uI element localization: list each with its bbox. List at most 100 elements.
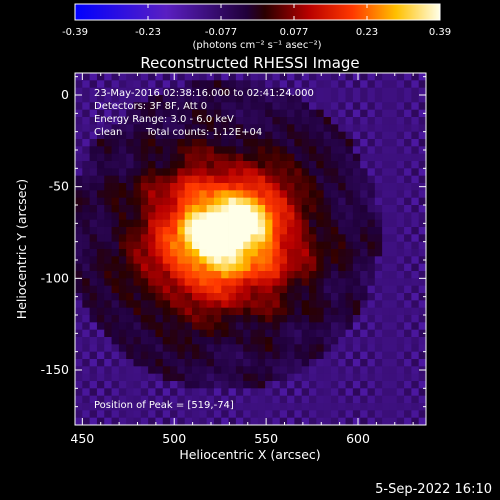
image-pixel (360, 175, 368, 184)
image-pixel (309, 403, 317, 411)
image-pixel (118, 278, 127, 287)
image-pixel (279, 102, 288, 111)
image-pixel (96, 168, 105, 177)
image-pixel (418, 168, 427, 177)
image-pixel (411, 351, 420, 360)
image-pixel (374, 95, 383, 103)
image-pixel (155, 197, 164, 206)
image-pixel (104, 219, 112, 228)
image-pixel (345, 219, 354, 228)
colorbar-tick-label: 0.077 (280, 27, 309, 38)
image-pixel (382, 337, 390, 345)
image-pixel (148, 102, 156, 111)
image-pixel (133, 256, 142, 265)
image-pixel (148, 241, 156, 250)
image-pixel (148, 87, 156, 96)
image-pixel (75, 322, 83, 331)
image-pixel (155, 285, 164, 294)
image-pixel (382, 417, 390, 426)
image-pixel (360, 388, 368, 397)
image-pixel (272, 80, 281, 89)
image-pixel (192, 124, 200, 133)
image-pixel (162, 278, 171, 287)
image-pixel (162, 271, 171, 279)
image-pixel (418, 95, 427, 103)
image-pixel (257, 351, 266, 360)
image-pixel (126, 212, 134, 221)
image-pixel (155, 263, 164, 272)
image-pixel (338, 168, 346, 177)
image-pixel (301, 366, 310, 375)
image-pixel (148, 249, 156, 257)
image-pixel (199, 249, 208, 257)
image-pixel (316, 351, 325, 360)
image-pixel (192, 234, 200, 243)
image-pixel (367, 175, 376, 184)
image-pixel (323, 183, 332, 191)
image-pixel (140, 87, 149, 96)
image-pixel (170, 256, 178, 265)
image-pixel (309, 109, 317, 118)
image-pixel (75, 381, 83, 389)
image-pixel (213, 131, 222, 140)
image-pixel (382, 315, 390, 323)
x-tick-label: 600 (346, 431, 370, 446)
image-pixel (243, 315, 251, 323)
image-pixel (221, 373, 229, 382)
image-pixel (418, 197, 427, 206)
image-pixel (367, 183, 376, 191)
image-pixel (345, 183, 354, 191)
image-pixel (338, 117, 346, 125)
image-pixel (301, 73, 310, 81)
image-pixel (367, 300, 376, 309)
image-pixel (330, 124, 339, 133)
image-pixel (243, 153, 251, 162)
image-pixel (111, 403, 120, 411)
image-pixel (243, 344, 251, 353)
image-pixel (367, 227, 376, 235)
image-pixel (206, 395, 215, 404)
image-pixel (75, 351, 83, 360)
image-pixel (301, 417, 310, 426)
image-pixel (250, 131, 259, 140)
image-pixel (228, 329, 237, 338)
image-pixel (265, 293, 273, 301)
image-pixel (374, 403, 383, 411)
image-pixel (177, 161, 186, 169)
image-pixel (184, 219, 193, 228)
image-pixel (243, 109, 251, 118)
image-pixel (162, 102, 171, 111)
image-pixel (75, 124, 83, 133)
image-pixel (309, 205, 317, 213)
image-pixel (133, 300, 142, 309)
image-pixel (206, 131, 215, 140)
image-pixel (206, 351, 215, 360)
image-pixel (213, 256, 222, 265)
image-pixel (338, 366, 346, 375)
image-pixel (301, 95, 310, 103)
image-pixel (213, 322, 222, 331)
image-pixel (111, 124, 120, 133)
image-pixel (206, 337, 215, 345)
image-pixel (184, 234, 193, 243)
image-pixel (345, 359, 354, 367)
image-pixel (82, 80, 91, 89)
image-pixel (213, 351, 222, 360)
image-pixel (418, 373, 427, 382)
image-pixel (257, 227, 266, 235)
image-pixel (177, 124, 186, 133)
image-pixel (126, 95, 134, 103)
image-pixel (118, 95, 127, 103)
image-pixel (170, 205, 178, 213)
image-pixel (104, 293, 112, 301)
image-pixel (360, 161, 368, 169)
image-pixel (389, 234, 398, 243)
image-pixel (111, 73, 120, 81)
image-pixel (265, 124, 273, 133)
image-pixel (221, 95, 229, 103)
image-pixel (162, 241, 171, 250)
image-pixel (404, 373, 412, 382)
image-pixel (148, 395, 156, 404)
image-pixel (243, 410, 251, 419)
image-pixel (148, 117, 156, 125)
